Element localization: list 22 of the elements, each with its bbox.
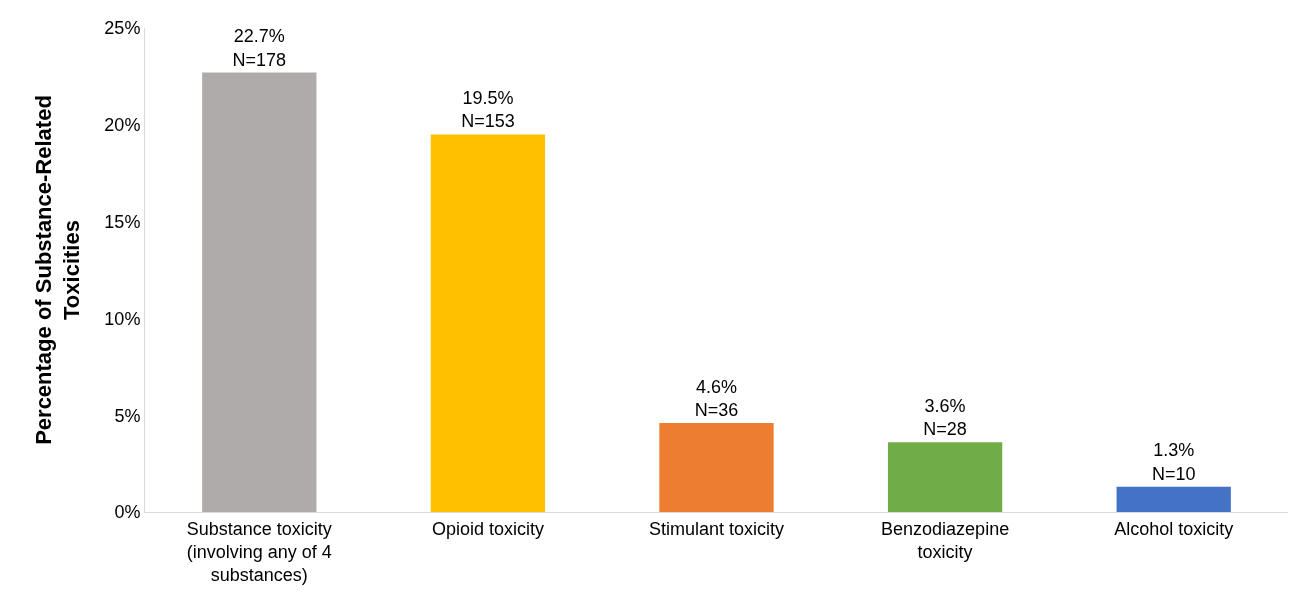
- data-label: 3.6% N=28: [923, 395, 967, 440]
- bar: [430, 134, 546, 512]
- y-tick-label: 5%: [114, 405, 141, 426]
- y-tick-label: 15%: [104, 211, 141, 232]
- x-tick-label: Alcohol toxicity: [1114, 518, 1234, 539]
- y-tick-label: 0%: [114, 502, 141, 523]
- data-label: 22.7% N=178: [232, 26, 287, 70]
- y-tick-label: 25%: [104, 18, 141, 39]
- y-axis-title: Percentage of Substance-Related Toxicities: [30, 95, 85, 445]
- y-tick-label: 10%: [104, 308, 141, 329]
- data-label: 4.6% N=36: [694, 376, 739, 420]
- x-tick-label: Stimulant toxicity: [648, 518, 785, 539]
- y-tick-label: 20%: [104, 115, 141, 136]
- x-tick-label: Opioid toxicity: [431, 518, 544, 539]
- x-tick-label: Substance toxicity (involving any of 4 substances): [186, 518, 332, 586]
- bar: [1116, 486, 1231, 512]
- x-tick-label: Benzodiazepine toxicity: [881, 518, 1010, 562]
- data-label: 19.5% N=153: [461, 88, 515, 132]
- data-label: 1.3% N=10: [1151, 440, 1196, 484]
- bar: [202, 72, 317, 512]
- bar: [887, 442, 1003, 512]
- bar: [659, 422, 774, 512]
